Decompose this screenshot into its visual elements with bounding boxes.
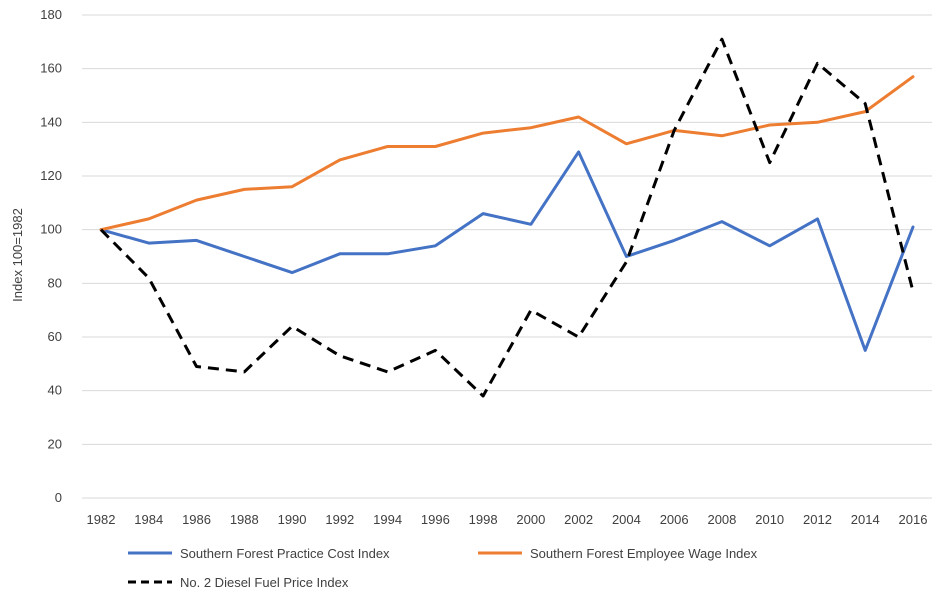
legend-item: Southern Forest Practice Cost Index: [128, 546, 390, 561]
legend-item: No. 2 Diesel Fuel Price Index: [128, 575, 349, 590]
x-tick-label: 1984: [134, 512, 163, 527]
y-tick-label: 140: [40, 114, 62, 129]
x-tick-label: 2014: [851, 512, 880, 527]
x-tick-label: 1982: [87, 512, 116, 527]
series-line-2: [99, 37, 915, 398]
series-lines: [99, 37, 915, 398]
x-tick-label: 2002: [564, 512, 593, 527]
y-tick-label: 40: [48, 383, 62, 398]
legend: Southern Forest Practice Cost Index South…: [128, 546, 758, 590]
y-tick-label: 60: [48, 329, 62, 344]
series-line-1: [99, 75, 915, 232]
y-tick-label: 100: [40, 222, 62, 237]
legend-label: Southern Forest Practice Cost Index: [180, 546, 390, 561]
y-tick-label: 80: [48, 275, 62, 290]
legend-label: No. 2 Diesel Fuel Price Index: [180, 575, 349, 590]
y-tick-label: 20: [48, 436, 62, 451]
y-tick-label: 120: [40, 168, 62, 183]
x-tick-label: 1996: [421, 512, 450, 527]
x-axis-ticks: 1982 1984 1986 1988 1990 1992 1994 1996 1998 2000…: [87, 512, 928, 527]
x-tick-label: 1992: [325, 512, 354, 527]
y-tick-label: 0: [55, 490, 62, 505]
x-tick-label: 2008: [707, 512, 736, 527]
x-tick-label: 2000: [516, 512, 545, 527]
x-tick-label: 2016: [899, 512, 928, 527]
y-tick-label: 180: [40, 7, 62, 22]
gridlines: [82, 14, 932, 499]
y-axis-ticks: 0 20 40 60 80 100 120 140 160 180: [40, 7, 62, 505]
series-line-0: [99, 150, 915, 352]
x-tick-label: 1986: [182, 512, 211, 527]
x-tick-label: 2012: [803, 512, 832, 527]
x-tick-label: 2010: [755, 512, 784, 527]
x-tick-label: 1994: [373, 512, 402, 527]
x-tick-label: 2006: [660, 512, 689, 527]
y-tick-label: 160: [40, 61, 62, 76]
x-tick-label: 1988: [230, 512, 259, 527]
x-tick-label: 2004: [612, 512, 641, 527]
x-tick-label: 1998: [469, 512, 498, 527]
y-axis-title: Index 100=1982: [10, 208, 25, 302]
legend-item: Southern Forest Employee Wage Index: [478, 546, 758, 561]
x-tick-label: 1990: [278, 512, 307, 527]
legend-label: Southern Forest Employee Wage Index: [530, 546, 758, 561]
